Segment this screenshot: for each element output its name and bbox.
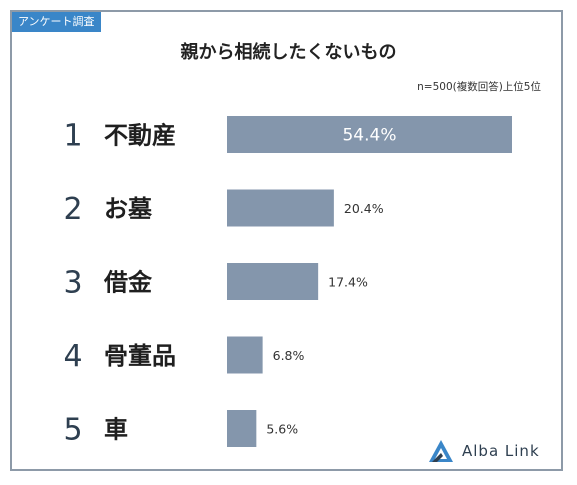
- bar: [227, 336, 263, 374]
- value-label: 20.4%: [344, 201, 384, 216]
- category-label: 不動産: [104, 122, 176, 150]
- category-label: 骨董品: [104, 342, 176, 370]
- survey-badge: アンケート調査: [12, 12, 101, 32]
- brand-logo: Alba Link: [428, 438, 540, 464]
- bar: [227, 116, 512, 153]
- rank-label: 3: [63, 266, 82, 301]
- chart-frame: [10, 10, 563, 471]
- category-label: お墓: [104, 195, 153, 223]
- value-label: 17.4%: [328, 275, 368, 290]
- category-label: 借金: [103, 269, 153, 297]
- chart-subtitle: n=500(複数回答)上位5位: [417, 81, 541, 93]
- alba-link-logo-icon: [429, 440, 453, 462]
- value-label: 54.4%: [342, 126, 396, 146]
- value-label: 5.6%: [266, 422, 298, 437]
- brand-name: Alba Link: [462, 442, 540, 460]
- rank-label: 4: [63, 339, 82, 374]
- category-label: 車: [104, 416, 128, 444]
- bar: [227, 410, 257, 447]
- bar: [227, 263, 319, 300]
- value-label: 6.8%: [273, 348, 305, 363]
- rank-label: 2: [63, 192, 82, 227]
- bar: [227, 189, 334, 227]
- chart-title: 親から相続したくないもの: [180, 42, 397, 63]
- rank-label: 1: [63, 119, 82, 154]
- rank-label: 5: [63, 413, 82, 448]
